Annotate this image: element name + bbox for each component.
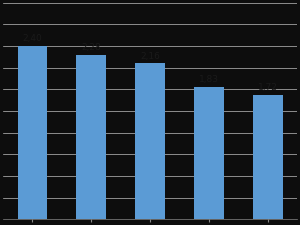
Bar <box>194 87 224 219</box>
Bar <box>135 63 165 219</box>
Text: 1,72: 1,72 <box>258 83 278 92</box>
Text: 2,28: 2,28 <box>81 43 101 52</box>
Bar <box>76 55 106 219</box>
Text: 2,16: 2,16 <box>140 52 160 61</box>
Bar <box>253 95 283 219</box>
Text: 1,83: 1,83 <box>199 75 219 84</box>
Text: 2,40: 2,40 <box>22 34 42 43</box>
Bar <box>17 46 47 219</box>
